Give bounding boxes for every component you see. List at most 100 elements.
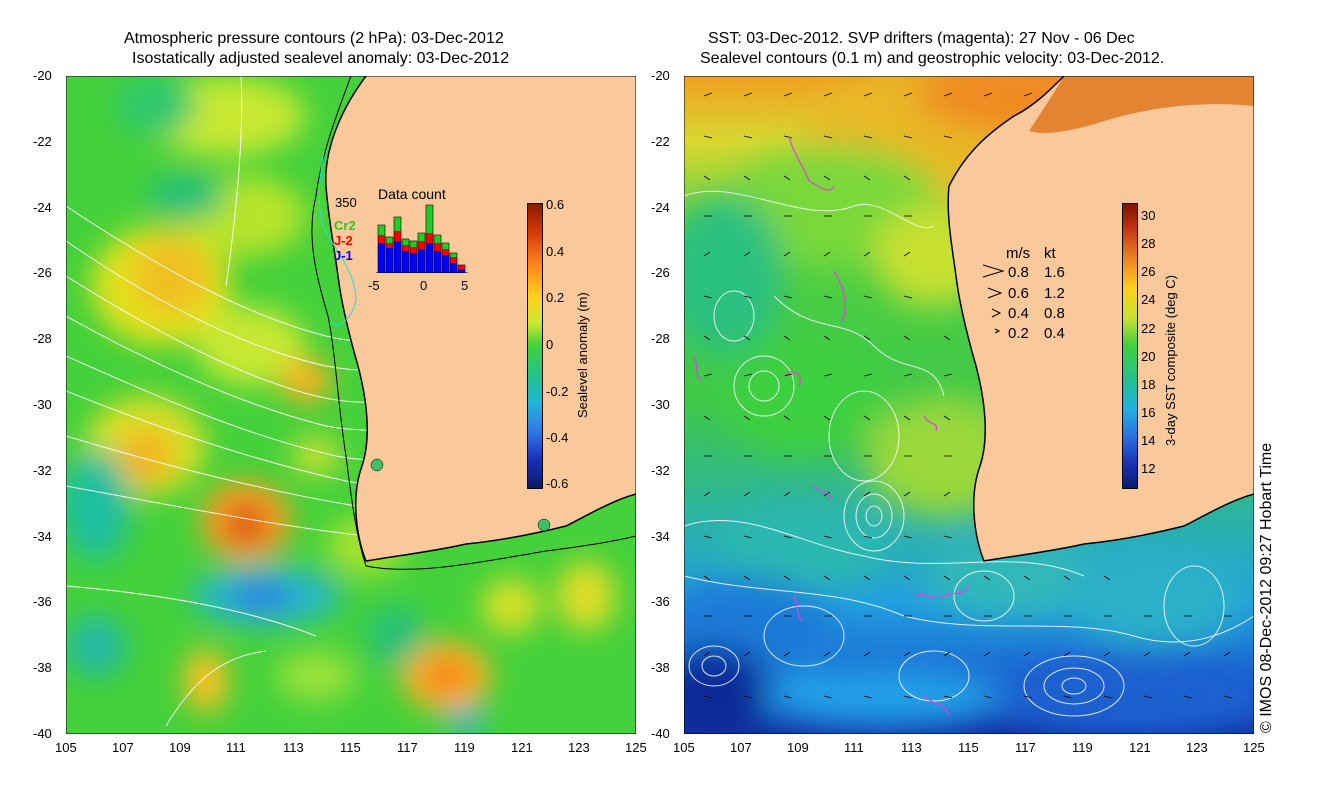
bathymetry-contour: [311, 76, 636, 570]
left-lat-tick: -34: [33, 528, 52, 544]
right-colorbar-tick: 18: [1141, 377, 1156, 392]
velocity-legend-ms: 0.2: [1008, 325, 1029, 342]
left-lat-tick: -22: [33, 133, 52, 149]
sealevel-contours: [684, 190, 1254, 717]
left-colorbar: [527, 203, 543, 489]
left-colorbar-tick: 0.6: [546, 197, 565, 212]
left-lat-tick: -30: [33, 397, 52, 412]
right-colorbar-tick: 16: [1141, 405, 1156, 420]
left-colorbar-tick: 0.2: [546, 290, 565, 305]
right-lat-tick: -26: [651, 265, 670, 281]
left-colorbar-tick: -0.4: [546, 430, 569, 445]
velocity-legend-ms: 0.4: [1008, 305, 1029, 322]
tide-gauge-marker: [537, 518, 551, 532]
right-lat-tick: -32: [651, 462, 670, 478]
velocity-arrow-0.2: [994, 328, 1001, 334]
land: [948, 76, 1254, 561]
inset-title: Data count: [378, 186, 446, 202]
velocity-legend-kt: 1.6: [1044, 264, 1065, 281]
velocity-legend-ms: 0.8: [1008, 264, 1029, 281]
velocity-legend-arrows: [982, 264, 1005, 334]
left-lat-tick: -26: [33, 265, 52, 281]
velocity-arrow-0.8: [982, 264, 1005, 278]
left-lon-tick: 105: [55, 740, 77, 755]
velocity-arrow-0.4: [991, 308, 1002, 318]
left-map: [66, 76, 636, 734]
left-lon-tick: 109: [169, 740, 191, 755]
svp-drifter-tracks: [693, 135, 970, 717]
right-colorbar-tick: 24: [1141, 292, 1156, 307]
right-lon-tick: 113: [901, 740, 922, 755]
velocity-legend-kt: 0.4: [1044, 325, 1065, 342]
inset-max-label: 350: [335, 195, 357, 210]
right-lon-tick: 119: [1072, 740, 1093, 755]
geostrophic-velocity-arrows: [703, 92, 1233, 699]
right-colorbar-tick: 26: [1141, 264, 1156, 279]
left-colorbar-tick: -0.2: [546, 384, 569, 399]
right-colorbar-label: 3-day SST composite (deg C): [1163, 275, 1178, 446]
left-lon-tick: 119: [454, 740, 475, 755]
left-lon-tick: 107: [112, 740, 134, 755]
right-lat-tick: -28: [651, 331, 670, 347]
right-lon-tick: 105: [673, 740, 695, 755]
right-lat-tick: -30: [651, 397, 670, 412]
right-colorbar-tick: 14: [1141, 433, 1156, 448]
coastline: [325, 76, 636, 562]
right-colorbar-tick: 30: [1141, 208, 1156, 223]
right-lat-tick: -20: [651, 68, 670, 83]
right-lon-tick: 125: [1243, 740, 1265, 755]
left-lon-tick: 117: [397, 740, 418, 755]
right-colorbar-tick: 28: [1141, 236, 1156, 251]
velocity-legend-ms: 0.6: [1008, 285, 1029, 302]
left-lat-tick: -28: [33, 331, 52, 347]
right-lat-tick: -22: [651, 133, 670, 149]
right-map: [684, 76, 1254, 734]
left-lat-tick: -38: [33, 660, 52, 676]
right-lat-tick: -38: [651, 660, 670, 676]
left-lat-tick: -36: [33, 594, 52, 610]
velocity-legend-header-ms: m/s: [1006, 245, 1031, 262]
tide-gauge-marker: [370, 458, 384, 472]
left-title-line1: Atmospheric pressure contours (2 hPa): 0…: [124, 30, 504, 47]
drifter-track-cyan: [318, 150, 357, 326]
left-colorbar-tick: -0.6: [546, 476, 569, 491]
left-lat-tick: -32: [33, 462, 52, 478]
data-count-histogram: [376, 204, 468, 273]
right-lon-tick: 115: [958, 740, 979, 755]
left-colorbar-tick: 0: [546, 337, 554, 352]
right-title-line1: SST: 03-Dec-2012. SVP drifters (magenta)…: [708, 30, 1135, 47]
inset-xtick: 0: [420, 278, 428, 293]
left-lat-tick: -24: [33, 199, 52, 215]
land-north-shading: [1029, 76, 1254, 133]
right-colorbar-tick: 12: [1141, 461, 1156, 476]
left-lon-tick: 113: [283, 740, 304, 755]
left-colorbar-tick: 0.4: [546, 244, 565, 259]
right-lon-tick: 107: [730, 740, 752, 755]
right-lon-tick: 109: [787, 740, 809, 755]
left-lat-tick: -20: [33, 68, 52, 83]
sealevel-anomaly-field: [66, 76, 616, 734]
right-lon-tick: 123: [1186, 740, 1208, 755]
left-title-line2: Isostatically adjusted sealevel anomaly:…: [132, 50, 510, 67]
right-lat-tick: -24: [651, 199, 670, 215]
left-lon-tick: 123: [568, 740, 590, 755]
right-colorbar: [1122, 203, 1138, 489]
right-lon-tick: 111: [844, 740, 864, 755]
left-lon-tick: 125: [625, 740, 647, 755]
right-lat-tick: -34: [651, 528, 670, 544]
left-lat-tick: -40: [33, 726, 52, 741]
coastline: [947, 76, 1254, 562]
left-lon-tick: 121: [511, 740, 533, 755]
left-colorbar-label: Sealevel anomaly (m): [575, 292, 590, 418]
inset-series-j2: J-2: [334, 233, 353, 248]
left-lon-tick: 115: [340, 740, 361, 755]
velocity-legend-header-kt: kt: [1044, 245, 1056, 262]
left-lon-tick: 111: [226, 740, 246, 755]
inset-xtick: -5: [368, 278, 380, 293]
right-title-line2: Sealevel contours (0.1 m) and geostrophi…: [700, 50, 1165, 67]
inset-series-j1: J-1: [334, 248, 353, 263]
right-lon-tick: 117: [1015, 740, 1036, 755]
velocity-legend-kt: 0.8: [1044, 305, 1065, 322]
land: [325, 76, 636, 561]
right-lat-tick: -36: [651, 594, 670, 610]
